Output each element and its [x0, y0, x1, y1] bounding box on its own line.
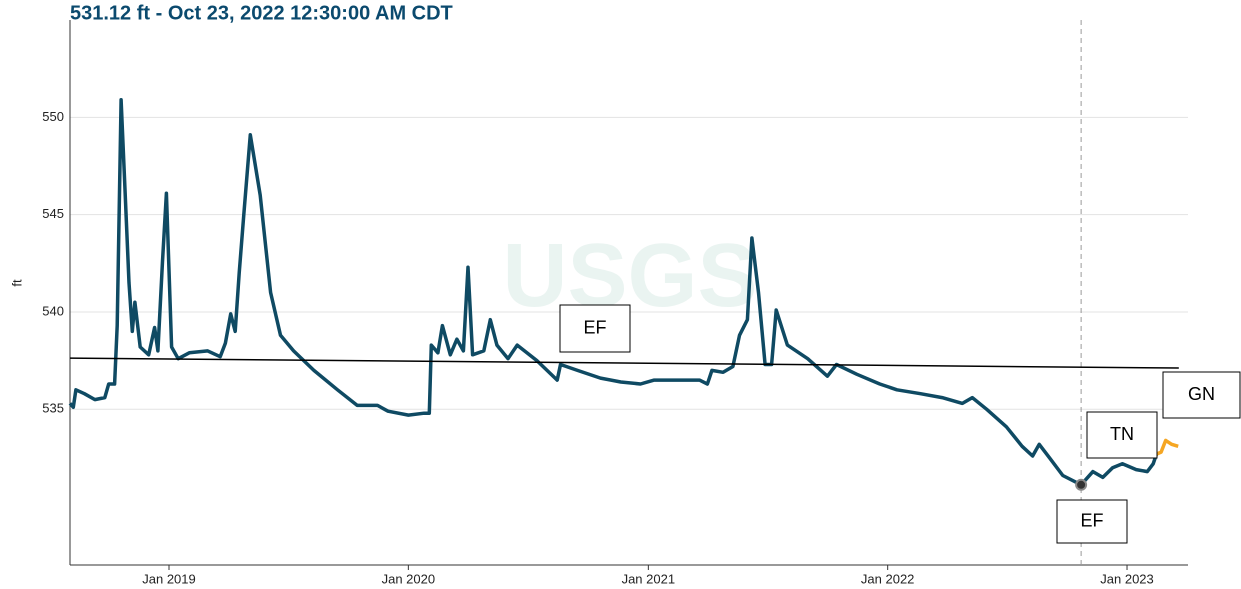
- annotation-box: [1162, 371, 1241, 419]
- x-tick-label: Jan 2021: [622, 571, 676, 586]
- annotation-box: [559, 304, 631, 353]
- annotation-box: [1086, 411, 1158, 459]
- y-tick-label: 550: [42, 109, 64, 124]
- y-tick-label: 545: [42, 206, 64, 221]
- series-line: [68, 98, 1159, 487]
- annotation-label: TN: [1110, 424, 1134, 444]
- annotation-box: [1056, 499, 1128, 544]
- x-tick-label: Jan 2023: [1100, 571, 1154, 586]
- x-tick-label: Jan 2019: [142, 571, 196, 586]
- annotation-label: EF: [1080, 510, 1103, 530]
- annotation-label: GN: [1188, 384, 1215, 404]
- chart-title: 531.12 ft - Oct 23, 2022 12:30:00 AM CDT: [70, 2, 453, 24]
- x-tick-label: Jan 2022: [861, 571, 915, 586]
- highlight-point: [1075, 478, 1088, 491]
- annotation-label: EF: [583, 317, 606, 337]
- series-line: [1155, 438, 1179, 456]
- x-tick-label: Jan 2020: [382, 571, 436, 586]
- reference-line: [69, 357, 1179, 369]
- y-axis-label: ft: [9, 279, 24, 287]
- y-tick-label: 535: [42, 401, 64, 416]
- y-tick-label: 540: [42, 303, 64, 318]
